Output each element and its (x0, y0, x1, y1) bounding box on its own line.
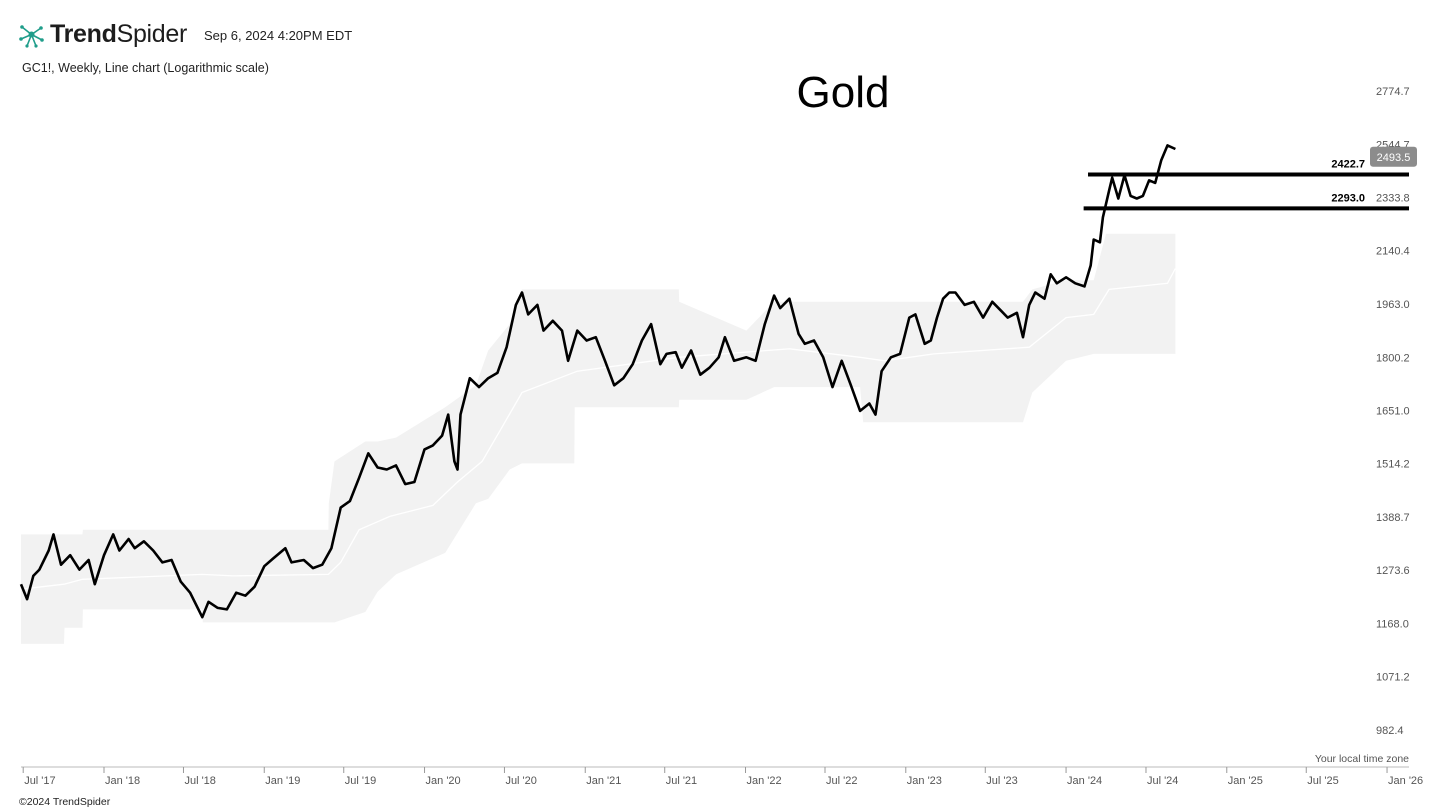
x-tick-label: Jul '24 (1147, 775, 1178, 787)
y-tick-label: 982.4 (1376, 725, 1404, 737)
price-line (19, 144, 1176, 619)
x-tick-label: Jan '23 (907, 775, 942, 787)
x-tick-label: Jan '18 (105, 775, 140, 787)
x-tick-label: Jan '26 (1388, 775, 1423, 787)
x-tick-label: Jul '18 (184, 775, 215, 787)
x-tick-label: Jan '22 (747, 775, 782, 787)
x-tick-label: Jul '23 (986, 775, 1017, 787)
range-midline (20, 268, 1176, 590)
chart-subtitle: GC1!, Weekly, Line chart (Logarithmic sc… (22, 61, 269, 75)
x-tick-label: Jul '22 (826, 775, 857, 787)
timezone-note: Your local time zone (1314, 753, 1409, 765)
x-tick-label: Jan '19 (265, 775, 300, 787)
chart-timestamp: Sep 6, 2024 4:20PM EDT (204, 28, 353, 43)
y-tick-label: 2774.7 (1376, 86, 1410, 98)
y-tick-label: 1800.2 (1376, 352, 1410, 364)
level-label: 2422.7 (1331, 158, 1365, 170)
x-tick-label: Jul '19 (345, 775, 376, 787)
last-price-badge (1370, 146, 1417, 167)
y-tick-label: 1388.7 (1376, 512, 1410, 524)
level-label: 2293.0 (1331, 192, 1365, 204)
y-tick-label: 2140.4 (1376, 246, 1410, 258)
y-tick-label: 1273.6 (1376, 565, 1410, 577)
brand-wordmark: TrendSpider (50, 20, 188, 48)
chart-title: Gold (796, 68, 890, 117)
y-tick-label: 2333.8 (1376, 192, 1410, 204)
copyright: ©2024 TrendSpider (19, 796, 111, 808)
x-tick-label: Jul '21 (666, 775, 697, 787)
y-tick-label: 1651.0 (1376, 406, 1410, 418)
range-band (21, 233, 1176, 644)
x-tick-label: Jul '25 (1307, 775, 1338, 787)
brand-logo: TrendSpider (18, 20, 187, 49)
x-tick-label: Jan '20 (426, 775, 461, 787)
x-tick-label: Jan '21 (586, 775, 621, 787)
trendspider-logo-icon (19, 25, 44, 48)
last-price-label: 2493.5 (1377, 152, 1411, 164)
y-tick-label: 1963.0 (1376, 299, 1410, 311)
x-tick-label: Jul '20 (505, 775, 536, 787)
x-tick-label: Jan '25 (1228, 775, 1263, 787)
y-tick-label: 1168.0 (1376, 619, 1409, 631)
x-tick-label: Jan '24 (1067, 775, 1102, 787)
x-tick-label: Jul '17 (24, 775, 55, 787)
y-tick-label: 1071.2 (1376, 672, 1410, 684)
y-tick-label: 1514.2 (1376, 459, 1410, 471)
